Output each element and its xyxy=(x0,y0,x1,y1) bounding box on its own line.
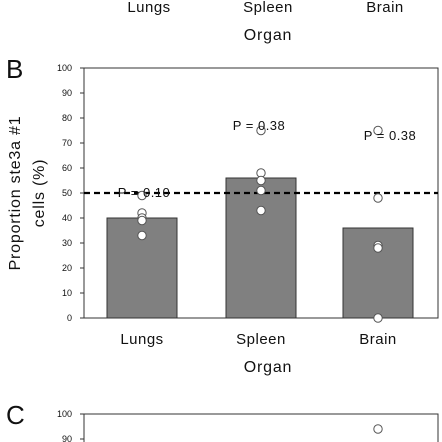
panel-b-chart: B Proportion ste3a #1 cells (%) 0 10 20 30 4… xyxy=(6,54,439,376)
panel-c-y-axis-ticks: 90 100 xyxy=(57,409,84,442)
panel-c-y-tick-label: 100 xyxy=(57,409,72,419)
panel-c-label: C xyxy=(6,400,25,430)
y-tick-label: 10 xyxy=(62,288,72,298)
data-point-brain xyxy=(373,313,383,323)
top-fragment: Lungs Spleen Brain Organ xyxy=(127,0,403,44)
p-value-label-brain: P = 0.38 xyxy=(364,128,417,143)
x-category-label-brain: Brain xyxy=(359,331,397,348)
p-value-label-lungs: P = 0.10 xyxy=(118,185,171,200)
y-axis-title-line-2: cells (%) xyxy=(31,159,48,228)
y-tick-label: 20 xyxy=(62,263,72,273)
y-tick-label: 0 xyxy=(67,313,72,323)
data-points xyxy=(137,125,383,323)
data-point-lungs xyxy=(137,190,147,201)
data-point-spleen xyxy=(256,205,266,216)
y-tick-label: 100 xyxy=(57,63,72,73)
y-tick-label: 40 xyxy=(62,213,72,223)
panel-c-plot-frame xyxy=(83,413,439,442)
p-value-annotations: P = 0.10 P = 0.38 P = 0.38 xyxy=(118,118,417,200)
y-axis-ticks: 0 10 20 30 40 50 60 70 80 90 100 xyxy=(57,63,84,323)
top-category-label-brain: Brain xyxy=(366,0,404,16)
x-category-label-lungs: Lungs xyxy=(120,331,163,348)
data-point-spleen xyxy=(256,185,266,196)
y-tick-label: 80 xyxy=(62,113,72,123)
bar-spleen xyxy=(225,177,297,319)
y-tick-label: 50 xyxy=(62,188,72,198)
y-tick-label: 60 xyxy=(62,163,72,173)
panel-c-chart: C 90 100 xyxy=(6,400,439,442)
y-tick-label: 30 xyxy=(62,238,72,248)
x-axis-title: Organ xyxy=(244,359,292,376)
x-category-label-spleen: Spleen xyxy=(236,331,286,348)
data-point-lungs xyxy=(137,230,147,241)
p-value-label-spleen: P = 0.38 xyxy=(233,118,286,133)
data-point-spleen xyxy=(256,125,266,136)
data-point-brain xyxy=(373,243,383,253)
top-category-label-lungs: Lungs xyxy=(127,0,170,16)
panel-c-data-point xyxy=(373,424,383,434)
data-point-spleen xyxy=(256,175,266,186)
panel-b-label: B xyxy=(6,54,23,84)
bar-brain xyxy=(342,227,414,319)
y-tick-label: 90 xyxy=(62,88,72,98)
data-point-brain xyxy=(373,193,383,203)
x-category-labels: Lungs Spleen Brain xyxy=(120,331,396,348)
y-axis-title-line-1: Proportion ste3a #1 xyxy=(7,116,24,271)
top-x-axis-title: Organ xyxy=(244,27,292,44)
data-point-brain xyxy=(373,125,383,136)
top-category-label-spleen: Spleen xyxy=(243,0,293,16)
data-point-lungs xyxy=(137,215,147,226)
panel-c-data-points xyxy=(373,424,383,434)
panel-c-y-tick-label: 90 xyxy=(62,434,72,442)
y-tick-label: 70 xyxy=(62,138,72,148)
